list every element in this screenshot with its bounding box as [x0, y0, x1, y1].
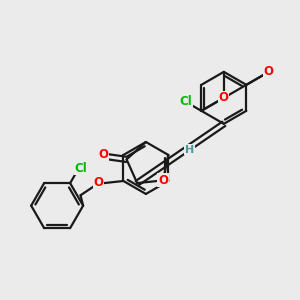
Text: O: O [219, 91, 229, 104]
Text: O: O [264, 65, 274, 78]
Text: O: O [158, 174, 168, 187]
Text: H: H [185, 145, 194, 154]
Text: Cl: Cl [179, 95, 192, 108]
Text: O: O [94, 176, 104, 189]
Text: Cl: Cl [74, 162, 87, 175]
Text: O: O [98, 148, 108, 161]
